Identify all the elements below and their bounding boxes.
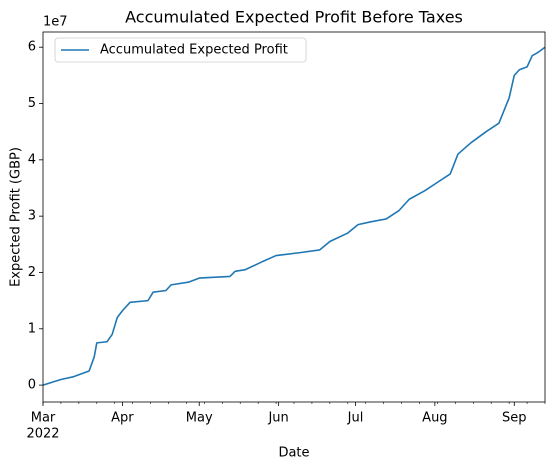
x-tick-label: Sep — [502, 411, 527, 426]
x-tick-label: Apr — [111, 411, 134, 426]
plot-frame — [42, 31, 546, 403]
legend-box — [54, 37, 307, 63]
y-tick-label: 4 — [28, 152, 36, 167]
x-tick-label: Aug — [422, 411, 447, 426]
x-year-label: 2022 — [26, 427, 59, 442]
legend-label: Accumulated Expected Profit — [100, 43, 288, 58]
line-series — [42, 46, 546, 386]
chart-title: Accumulated Expected Profit Before Taxes — [125, 8, 463, 27]
y-tick-label: 0 — [28, 378, 36, 393]
y-tick-label: 5 — [28, 96, 36, 111]
x-tick-label: May — [186, 411, 213, 426]
x-tick-label: Jul — [347, 411, 364, 426]
x-tick-label: Jun — [267, 411, 288, 426]
y-axis-label: Expected Profit (GBP) — [9, 147, 24, 287]
y-tick-label: 6 — [28, 40, 36, 55]
y-tick-label: 1 — [28, 321, 36, 336]
x-axis-label: Date — [278, 446, 309, 461]
y-tick-label: 2 — [28, 265, 36, 280]
y-tick-label: 3 — [28, 209, 36, 224]
y-offset-label: 1e7 — [43, 15, 68, 30]
x-tick-label: Mar — [31, 411, 56, 426]
